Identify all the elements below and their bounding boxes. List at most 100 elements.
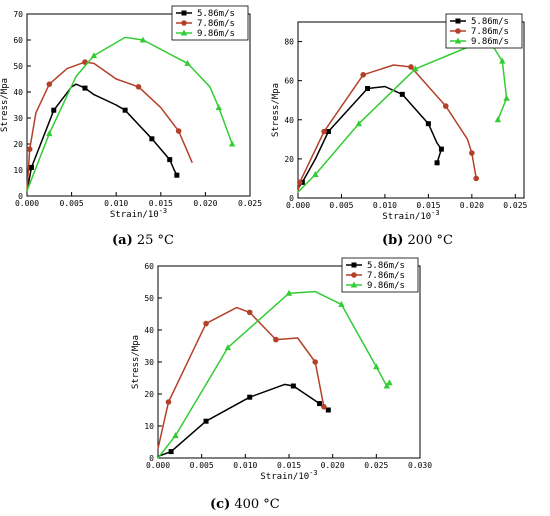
data-point xyxy=(312,171,319,178)
legend-label: 5.86m/s xyxy=(471,17,509,27)
plot-frame xyxy=(26,13,251,197)
x-tick-label: 0.015 xyxy=(149,199,173,208)
y-tick-label: 50 xyxy=(144,294,154,303)
series-line xyxy=(297,85,443,189)
x-axis-title: Strain/10-3 xyxy=(110,207,167,220)
y-tick-label: 60 xyxy=(144,262,154,271)
panel-caption-text: 25 °C xyxy=(133,233,174,248)
series-line xyxy=(26,36,233,192)
data-point xyxy=(473,175,479,182)
legend-label: 5.86m/s xyxy=(367,261,405,271)
chart-panel-2: 0.000 0.005 0.010 0.015 0.020 0.025 0 20 40 60 80 S… xyxy=(271,13,528,248)
legend-label: 7.86m/s xyxy=(471,27,509,37)
y-tick-label: 30 xyxy=(144,358,154,367)
series-line xyxy=(157,290,391,459)
data-point xyxy=(149,136,155,142)
legend-marker xyxy=(350,281,358,288)
y-tick-label: 30 xyxy=(13,114,23,123)
data-point xyxy=(325,407,331,413)
data-point xyxy=(312,359,319,365)
y-tick-label: 0 xyxy=(18,192,23,201)
data-point xyxy=(425,121,431,127)
legend-marker xyxy=(180,29,188,36)
y-tick-label: 50 xyxy=(13,62,23,71)
data-point xyxy=(139,36,147,43)
series-1 xyxy=(157,383,331,458)
data-point xyxy=(247,394,253,400)
x-tick-label: 0.000 xyxy=(15,199,39,208)
data-point xyxy=(469,150,475,156)
x-tick-label: 0.015 xyxy=(416,201,440,210)
legend-marker xyxy=(454,37,462,44)
panel-caption-text: 200 °C xyxy=(403,233,453,248)
legend-label: 9.86m/s xyxy=(367,281,405,291)
series-2 xyxy=(26,59,193,192)
x-tick-label: 0.015 xyxy=(277,461,301,470)
x-tick-label: 0.010 xyxy=(373,201,397,210)
series-2 xyxy=(296,64,479,193)
panel-caption-text: 400 °C xyxy=(230,497,280,512)
data-point xyxy=(290,383,296,389)
x-tick-label: 0.020 xyxy=(321,461,345,470)
legend-label: 9.86m/s xyxy=(197,29,235,39)
data-point xyxy=(438,146,444,152)
legend-marker xyxy=(455,18,461,24)
series-1 xyxy=(26,83,180,192)
series-3 xyxy=(297,41,510,193)
panel-caption: (a) 25 °C xyxy=(112,233,174,248)
x-tick-label: 0.000 xyxy=(286,201,310,210)
legend: 5.86m/s7.86m/s9.86m/s xyxy=(171,5,249,41)
y-tick-label: 10 xyxy=(13,166,23,175)
y-tick-label: 20 xyxy=(284,155,294,164)
data-point xyxy=(168,449,174,455)
data-point xyxy=(442,103,449,109)
data-point xyxy=(46,130,53,137)
data-point xyxy=(203,418,209,424)
x-tick-label: 0.020 xyxy=(193,199,217,208)
data-point xyxy=(296,179,303,186)
data-point xyxy=(412,65,419,72)
data-point xyxy=(203,320,209,327)
data-point xyxy=(175,128,182,134)
data-point xyxy=(386,379,393,386)
data-point xyxy=(26,146,33,152)
data-point xyxy=(399,91,405,97)
data-point xyxy=(184,59,191,66)
data-point xyxy=(224,344,232,351)
panel-caption-label: (a) xyxy=(112,233,133,248)
y-tick-label: 10 xyxy=(144,422,154,431)
data-point xyxy=(246,309,253,316)
data-point xyxy=(365,85,371,91)
y-tick-label: 70 xyxy=(13,10,23,19)
data-point xyxy=(317,401,323,407)
x-tick-label: 0.020 xyxy=(460,201,484,210)
series-line xyxy=(297,64,477,193)
legend-marker xyxy=(181,20,187,26)
data-point xyxy=(360,72,366,78)
data-point xyxy=(174,172,180,178)
y-tick-label: 60 xyxy=(284,77,294,86)
y-tick-label: 40 xyxy=(13,88,23,97)
data-point xyxy=(499,57,506,64)
x-tick-label: 0.030 xyxy=(408,461,432,470)
data-point xyxy=(383,382,391,389)
data-point xyxy=(503,94,510,101)
legend: 5.86m/s7.86m/s9.86m/s xyxy=(445,13,523,49)
data-point xyxy=(321,128,327,135)
series-line xyxy=(26,61,193,192)
legend-marker xyxy=(351,262,357,268)
y-tick-label: 0 xyxy=(289,194,294,203)
series-1 xyxy=(297,85,444,189)
x-tick-label: 0.025 xyxy=(503,201,527,210)
data-point xyxy=(285,289,293,296)
series-3 xyxy=(26,36,236,192)
panel-caption-label: (b) xyxy=(382,233,403,248)
series-2 xyxy=(157,306,327,450)
chart-panel-3: 0.000 0.005 0.010 0.015 0.020 0.025 0.030 0 10 20… xyxy=(131,257,432,512)
data-point xyxy=(321,404,327,410)
data-point xyxy=(122,107,128,113)
data-point xyxy=(51,107,57,113)
y-axis-title: Stress/Mpa xyxy=(271,83,281,137)
y-tick-label: 60 xyxy=(13,36,23,45)
y-axis-title: Stress/Mpa xyxy=(131,335,141,389)
